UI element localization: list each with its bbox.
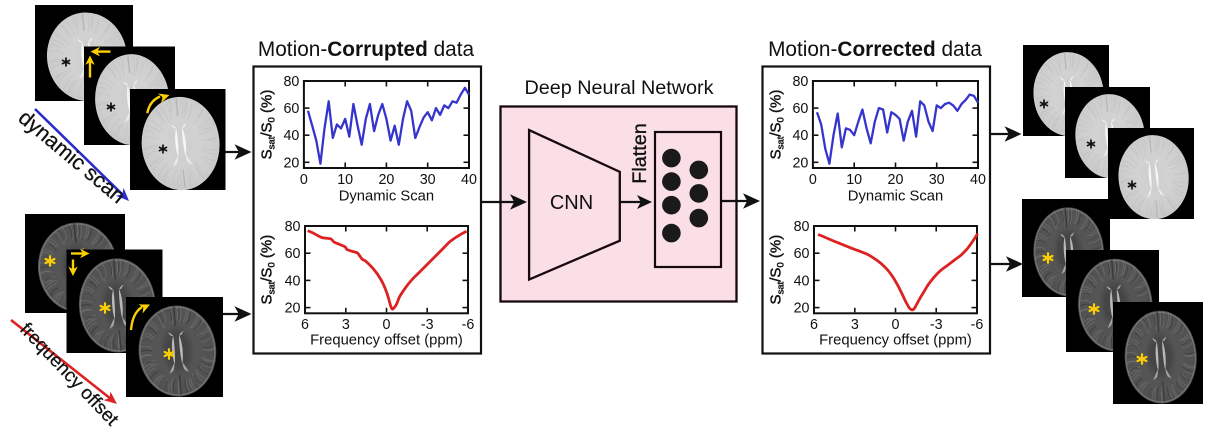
svg-text:40: 40 xyxy=(792,128,808,144)
svg-text:10: 10 xyxy=(337,172,353,188)
svg-text:Deep Neural Network: Deep Neural Network xyxy=(524,77,713,99)
svg-text:20: 20 xyxy=(378,172,394,188)
svg-text:-6: -6 xyxy=(462,317,475,333)
svg-text:20: 20 xyxy=(792,155,808,171)
svg-text:40: 40 xyxy=(970,172,986,188)
svg-text:0: 0 xyxy=(300,172,308,188)
svg-text:Motion-Corrupted data: Motion-Corrupted data xyxy=(258,38,475,61)
svg-text:40: 40 xyxy=(461,172,477,188)
svg-text:40: 40 xyxy=(794,273,810,289)
svg-text:20: 20 xyxy=(285,301,301,317)
svg-text:6: 6 xyxy=(301,317,309,333)
svg-text:80: 80 xyxy=(792,74,808,90)
svg-text:Dynamic Scan: Dynamic Scan xyxy=(848,189,943,205)
svg-text:3: 3 xyxy=(342,317,350,333)
svg-text:20: 20 xyxy=(888,172,904,188)
svg-text:Motion-Corrected data: Motion-Corrected data xyxy=(768,38,982,61)
svg-text:-6: -6 xyxy=(971,317,984,333)
svg-text:Dynamic Scan: Dynamic Scan xyxy=(339,189,434,205)
svg-text:20: 20 xyxy=(794,301,810,317)
svg-text:0: 0 xyxy=(892,317,900,333)
svg-text:3: 3 xyxy=(851,317,859,333)
svg-text:0: 0 xyxy=(383,317,391,333)
svg-text:Frequency offset (ppm): Frequency offset (ppm) xyxy=(310,332,463,348)
svg-text:60: 60 xyxy=(283,101,299,117)
svg-text:30: 30 xyxy=(929,172,945,188)
svg-text:20: 20 xyxy=(283,155,299,171)
svg-text:60: 60 xyxy=(792,101,808,117)
svg-text:40: 40 xyxy=(283,128,299,144)
svg-text:60: 60 xyxy=(794,246,810,262)
svg-text:Frequency offset (ppm): Frequency offset (ppm) xyxy=(819,332,972,348)
svg-text:6: 6 xyxy=(810,317,818,333)
svg-text:30: 30 xyxy=(420,172,436,188)
svg-text:-3: -3 xyxy=(421,317,434,333)
svg-text:60: 60 xyxy=(285,246,301,262)
svg-text:80: 80 xyxy=(285,219,301,235)
svg-text:-3: -3 xyxy=(930,317,943,333)
svg-text:0: 0 xyxy=(809,172,817,188)
svg-text:10: 10 xyxy=(846,172,862,188)
svg-text:80: 80 xyxy=(794,219,810,235)
svg-text:80: 80 xyxy=(283,74,299,90)
svg-text:Flatten: Flatten xyxy=(629,123,651,183)
svg-text:40: 40 xyxy=(285,273,301,289)
svg-text:CNN: CNN xyxy=(550,192,593,214)
